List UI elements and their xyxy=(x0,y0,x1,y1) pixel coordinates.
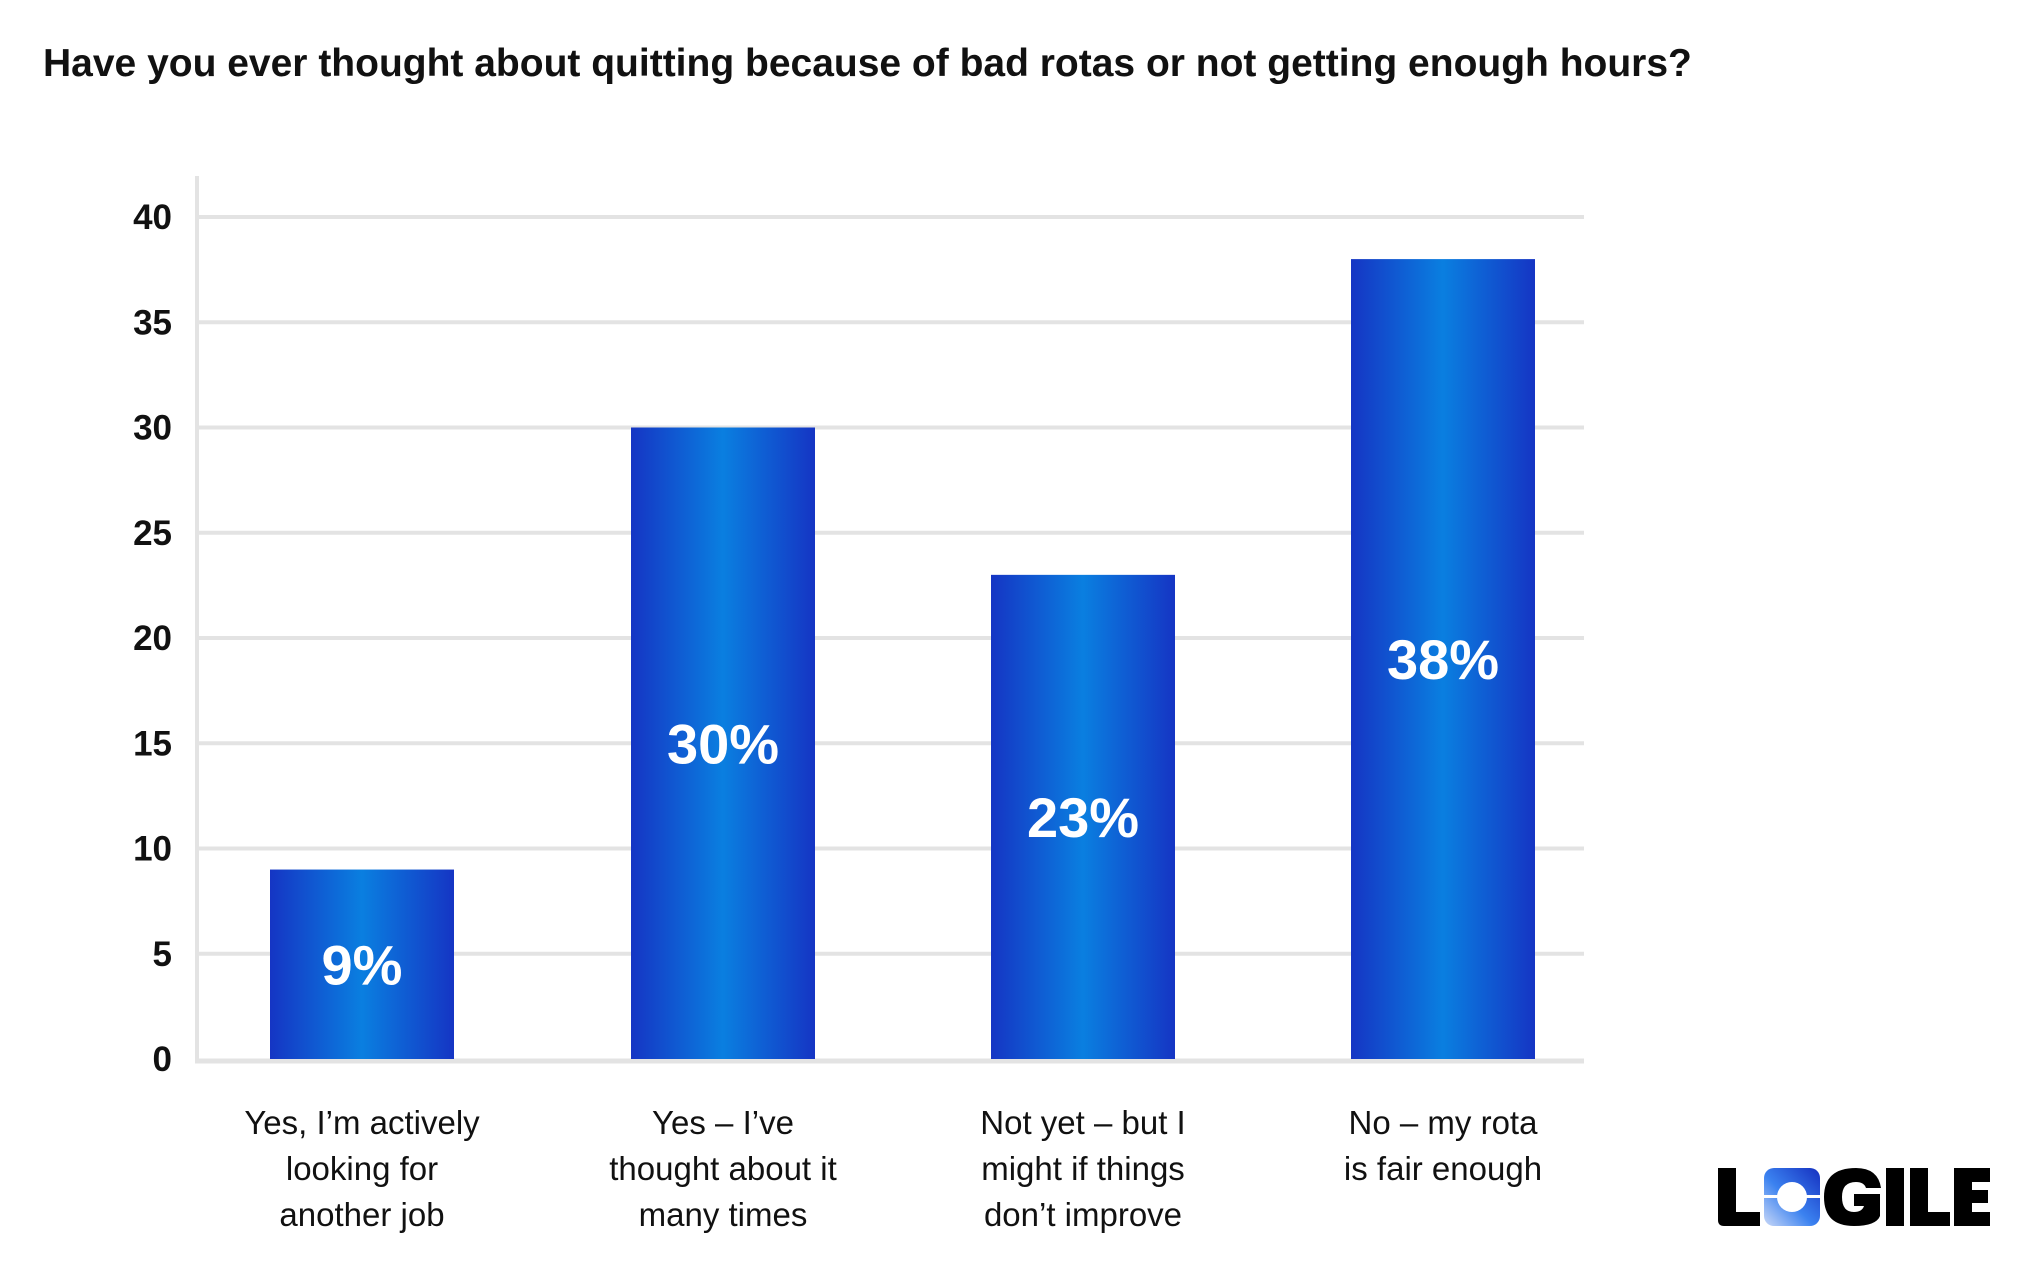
bar-data-label: 9% xyxy=(322,933,403,996)
x-category-label-line: Not yet – but I xyxy=(980,1104,1186,1141)
y-tick-label: 20 xyxy=(133,619,172,658)
x-category-label-line: might if things xyxy=(981,1150,1185,1187)
y-tick-label: 35 xyxy=(133,303,172,342)
y-tick-label: 15 xyxy=(133,724,172,763)
bar-data-label: 38% xyxy=(1387,628,1499,691)
y-tick-label: 5 xyxy=(153,935,172,974)
y-tick-label: 30 xyxy=(133,409,172,448)
chart-title: Have you ever thought about quitting bec… xyxy=(43,42,1692,85)
x-category-label-line: another job xyxy=(279,1196,445,1233)
x-category-label: No – my rota is fair enough xyxy=(1283,1100,1603,1192)
bar xyxy=(270,869,454,1059)
x-category-label-line: thought about it xyxy=(609,1150,837,1187)
x-category-label-line: is fair enough xyxy=(1343,1150,1543,1187)
y-tick-label: 10 xyxy=(133,830,172,869)
y-tick-label: 0 xyxy=(153,1040,172,1079)
x-category-label-line: Yes – I’ve xyxy=(652,1104,794,1141)
x-category-label-line: Yes, I’m actively xyxy=(244,1104,480,1141)
y-tick-label: 25 xyxy=(133,514,172,553)
x-category-label: Yes, I’m actively looking for another job xyxy=(202,1100,522,1238)
x-category-label-line: looking for xyxy=(285,1150,439,1187)
logile-logo xyxy=(1718,1168,1990,1226)
x-category-label-line: many times xyxy=(638,1196,808,1233)
bar-data-label: 23% xyxy=(1027,786,1139,849)
x-category-label-line: don’t improve xyxy=(983,1196,1183,1233)
bar-data-label: 30% xyxy=(667,712,779,775)
x-category-label: Yes – I’ve thought about it many times xyxy=(563,1100,883,1238)
bar xyxy=(991,574,1175,1059)
x-category-label: Not yet – but I might if things don’t impr… xyxy=(923,1100,1243,1238)
x-category-label-line: No – my rota xyxy=(1348,1104,1538,1141)
bar xyxy=(1351,259,1535,1060)
bar xyxy=(631,427,815,1059)
y-tick-label: 40 xyxy=(133,198,172,237)
